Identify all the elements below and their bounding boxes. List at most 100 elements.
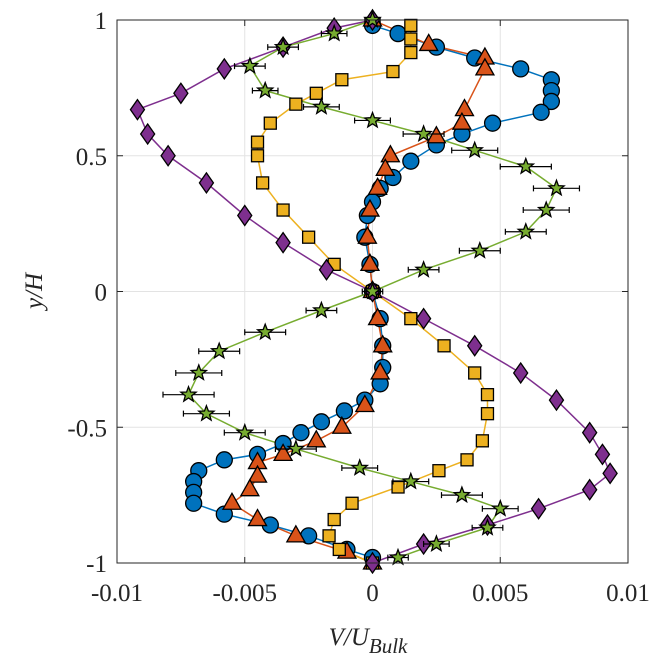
- marker: [255, 322, 275, 341]
- marker: [404, 311, 418, 326]
- marker: [380, 144, 401, 163]
- marker: [312, 300, 331, 319]
- marker: [480, 407, 495, 421]
- marker: [386, 64, 400, 79]
- marker: [389, 24, 407, 43]
- marker: [289, 97, 303, 111]
- marker: [309, 86, 323, 100]
- marker: [285, 524, 306, 543]
- x-label-main: V/U: [329, 624, 371, 651]
- marker: [221, 491, 243, 510]
- marker: [179, 384, 198, 403]
- marker: [404, 18, 418, 33]
- marker: [129, 98, 146, 121]
- marker: [581, 478, 598, 501]
- x-tick-label: 0.005: [472, 580, 528, 607]
- y-tick-label: -0.5: [67, 415, 107, 442]
- marker: [209, 341, 229, 360]
- marker: [250, 149, 265, 163]
- marker: [335, 73, 349, 87]
- marker: [198, 171, 215, 195]
- marker: [286, 439, 306, 457]
- marker: [530, 497, 547, 520]
- marker: [250, 135, 265, 149]
- marker: [548, 388, 565, 412]
- marker: [432, 464, 446, 478]
- y-tick-label: 0.5: [76, 144, 107, 171]
- marker: [427, 534, 446, 552]
- marker: [276, 203, 290, 217]
- marker: [404, 45, 418, 60]
- marker: [332, 542, 346, 557]
- marker: [354, 394, 375, 413]
- marker: [460, 453, 474, 467]
- marker: [466, 334, 483, 357]
- marker: [480, 388, 495, 402]
- marker: [236, 204, 253, 227]
- marker: [414, 259, 433, 278]
- marker: [490, 498, 510, 517]
- marker: [357, 225, 378, 244]
- x-tick-label: 0.01: [606, 580, 650, 607]
- marker: [350, 458, 370, 476]
- marker: [292, 424, 310, 442]
- marker: [536, 200, 556, 218]
- marker: [512, 361, 529, 385]
- marker: [468, 366, 482, 380]
- marker: [532, 103, 550, 121]
- marker: [391, 480, 405, 494]
- x-label-sub: Bulk: [369, 634, 408, 658]
- marker: [235, 422, 255, 441]
- marker: [512, 60, 530, 78]
- marker: [547, 178, 566, 197]
- marker: [367, 307, 388, 326]
- marker: [470, 240, 490, 259]
- x-tick-label: -0.01: [91, 580, 143, 607]
- marker: [375, 157, 396, 176]
- marker: [542, 92, 560, 111]
- marker: [372, 334, 393, 353]
- marker: [594, 443, 611, 466]
- marker: [331, 415, 352, 434]
- marker: [454, 98, 475, 117]
- marker: [474, 57, 496, 76]
- marker: [404, 32, 418, 46]
- x-tick-label: 0: [366, 580, 379, 607]
- marker: [415, 307, 432, 330]
- marker: [418, 33, 439, 52]
- marker: [437, 339, 451, 353]
- marker: [189, 363, 209, 381]
- marker: [324, 23, 344, 42]
- marker: [483, 114, 502, 132]
- y-axis-label: y/H: [21, 271, 48, 312]
- marker: [370, 361, 391, 380]
- plot-frame: [116, 19, 629, 564]
- marker: [255, 176, 270, 190]
- marker: [581, 421, 598, 444]
- marker: [240, 56, 260, 75]
- marker: [239, 478, 260, 497]
- y-tick-label: -1: [86, 551, 107, 578]
- marker: [388, 547, 408, 566]
- marker: [247, 508, 268, 527]
- marker: [363, 10, 382, 28]
- marker: [312, 413, 331, 431]
- marker: [451, 111, 473, 130]
- marker: [363, 281, 382, 300]
- marker: [216, 57, 233, 81]
- marker: [272, 443, 294, 462]
- marker: [273, 37, 293, 56]
- marker: [426, 125, 447, 144]
- marker: [516, 156, 536, 175]
- marker: [301, 230, 316, 244]
- marker: [516, 221, 536, 240]
- marker: [215, 451, 233, 469]
- marker: [322, 529, 336, 543]
- marker: [363, 110, 382, 129]
- marker: [197, 403, 216, 422]
- marker: [263, 116, 277, 130]
- marker: [402, 152, 420, 170]
- marker: [160, 144, 176, 167]
